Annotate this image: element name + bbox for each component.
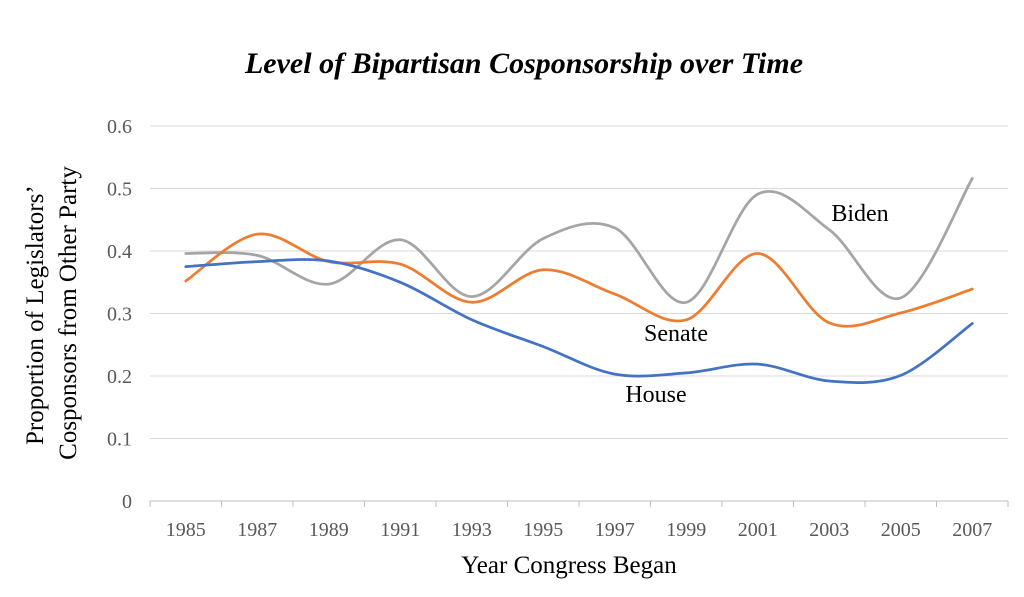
x-tick-label: 1993 — [452, 519, 492, 541]
y-tick-label: 0 — [122, 491, 132, 513]
x-tick-label: 1995 — [523, 519, 563, 541]
series-line-biden — [184, 177, 974, 304]
series-lines — [184, 177, 974, 384]
x-axis — [149, 500, 1009, 507]
y-tick-label: 0.1 — [107, 429, 132, 451]
x-tick-label: 2001 — [738, 519, 778, 541]
x-tick-label: 1991 — [380, 519, 420, 541]
y-tick-labels: 0 0.1 0.2 0.3 0.4 0.5 0.6 — [107, 116, 132, 513]
x-tick-label: 2003 — [809, 519, 849, 541]
y-tick-label: 0.2 — [107, 366, 132, 388]
x-tick-label: 1997 — [595, 519, 635, 541]
x-tick-label: 1987 — [237, 519, 277, 541]
x-tick-label: 2005 — [881, 519, 921, 541]
x-tick-label: 2007 — [952, 519, 992, 541]
series-line-senate — [184, 232, 974, 328]
chart-title: Level of Bipartisan Cosponsorship over T… — [244, 47, 803, 80]
y-axis-title: Proportion of Legislators’ Cosponsors fr… — [22, 166, 82, 460]
y-tick-label: 0.3 — [107, 304, 132, 326]
series-labels: Biden Senate House — [625, 201, 888, 408]
gridlines — [150, 125, 1008, 439]
series-label-senate: Senate — [644, 321, 708, 347]
series-line-house — [184, 258, 974, 384]
y-tick-label: 0.6 — [107, 116, 132, 138]
x-tick-label: 1999 — [666, 519, 706, 541]
y-axis-title-line-1: Proportion of Legislators’ — [22, 187, 49, 445]
y-tick-label: 0.4 — [107, 241, 132, 263]
y-tick-label: 0.5 — [107, 179, 132, 201]
x-tick-label: 1985 — [166, 519, 206, 541]
series-label-biden: Biden — [831, 201, 888, 227]
series-label-house: House — [625, 382, 686, 408]
x-axis-title: Year Congress Began — [461, 552, 677, 579]
y-axis-title-line-2: Cosponsors from Other Party — [55, 166, 82, 460]
x-tick-labels: 1985 1987 1989 1991 1993 1995 1997 1999 2001 2003… — [166, 519, 993, 541]
x-tick-label: 1989 — [309, 519, 349, 541]
